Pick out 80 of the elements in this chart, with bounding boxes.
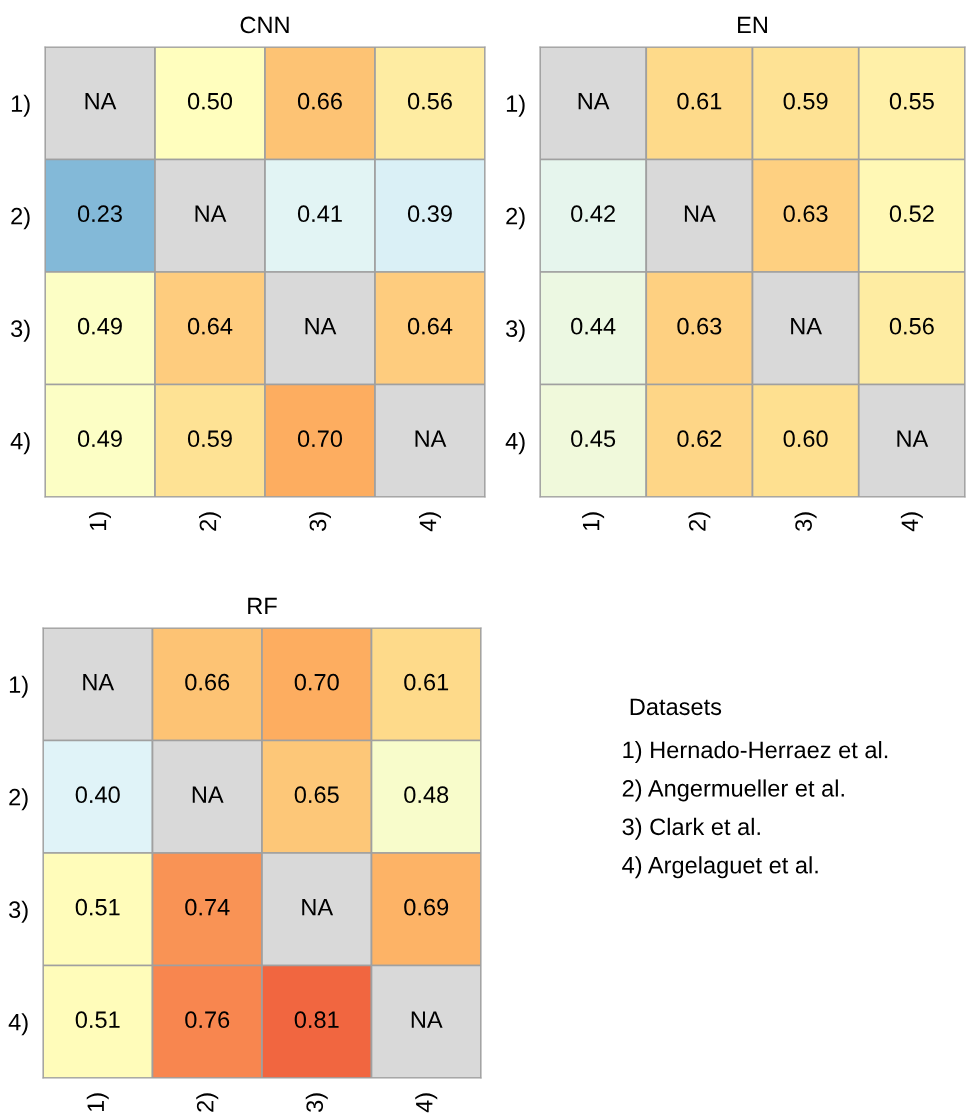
data-label: 0.41 [297, 205, 342, 223]
y-tick-label: 2) [506, 207, 525, 230]
data-label: 0.64 [187, 317, 233, 335]
data-label: 0.66 [297, 92, 342, 110]
text: 1) Hernado-Herraez et al. [623, 740, 888, 763]
text: NA [411, 1011, 443, 1028]
data-label: 0.63 [783, 205, 828, 223]
x-tick-label: 2) [196, 1093, 219, 1112]
data-label: 0.42 [571, 205, 615, 223]
data-label: 0.40 [75, 786, 120, 804]
text: NA [83, 674, 115, 691]
y-tick-label: 3) [9, 900, 28, 923]
text: NA [302, 899, 334, 916]
data-label: 0.49 [77, 317, 122, 335]
data-label: 0.45 [571, 430, 616, 448]
data-label: 0.63 [677, 317, 722, 335]
chart-title: EN [738, 16, 767, 34]
data-label: 0.61 [404, 673, 449, 691]
data-label: 0.74 [185, 898, 230, 916]
text: NA [791, 318, 822, 335]
x-tick-label: 4) [415, 1093, 438, 1113]
data-label: 0.76 [185, 1011, 230, 1029]
data-label: 0.61 [677, 92, 722, 110]
text: NA [305, 318, 337, 335]
y-tick-label: 4) [8, 1013, 28, 1036]
data-label: 0.55 [889, 92, 934, 110]
x-tick-label: 3) [794, 512, 817, 531]
x-tick-label: 3) [305, 1093, 328, 1112]
data-label: 0.23 [77, 205, 122, 223]
data-label: 0.51 [75, 1011, 120, 1029]
data-label: 0.81 [294, 1011, 339, 1029]
text: NA [578, 93, 610, 110]
data-label: 0.49 [77, 430, 122, 448]
text: NA [192, 786, 224, 803]
data-label: 0.44 [571, 317, 616, 335]
data-label: 0.66 [185, 673, 230, 691]
text: NA [684, 205, 716, 222]
data-label: 0.56 [889, 317, 934, 335]
y-tick-label: 3) [506, 319, 525, 342]
text: 3) Clark et al. [622, 817, 760, 840]
y-tick-label: 2) [11, 207, 30, 230]
x-tick-label: 2) [199, 512, 221, 531]
chart-title: CNN [240, 16, 289, 34]
x-tick-label: 1) [582, 512, 605, 531]
y-tick-label: 4) [10, 432, 30, 455]
text: NA [85, 93, 117, 110]
x-tick-label: 2) [688, 512, 711, 531]
data-label: 0.69 [404, 898, 449, 916]
data-label: 0.59 [187, 430, 232, 448]
text: NA [897, 430, 929, 447]
x-tick-label: 1) [86, 1093, 109, 1112]
y-tick-label: 4) [505, 432, 525, 455]
x-tick-label: 1) [89, 512, 111, 531]
y-tick-label: 2) [9, 788, 28, 811]
data-label: 0.50 [187, 92, 233, 110]
text: Datasets [630, 698, 722, 716]
text: NA [415, 430, 447, 447]
data-label: 0.56 [407, 92, 452, 110]
data-label: 0.48 [404, 786, 449, 804]
data-label: 0.64 [407, 317, 453, 335]
y-tick-label: 1) [506, 94, 525, 117]
text: NA [195, 205, 227, 222]
x-tick-label: 4) [418, 512, 441, 532]
data-label: 0.70 [294, 673, 339, 691]
y-tick-label: 3) [11, 319, 30, 342]
data-label: 0.51 [75, 898, 120, 916]
y-tick-label: 1) [9, 675, 28, 698]
data-label: 0.62 [677, 430, 722, 448]
data-label: 0.59 [783, 92, 828, 110]
chart-title: RF [248, 597, 277, 615]
data-label: 0.52 [889, 205, 934, 223]
y-tick-label: 1) [11, 94, 30, 117]
text: 2) Angermueller et al. [622, 779, 844, 802]
data-label: 0.65 [294, 786, 339, 804]
data-label: 0.39 [407, 205, 452, 223]
x-tick-label: 4) [900, 512, 923, 532]
data-label: 0.70 [297, 430, 343, 448]
text: 4) Argelaguet et al. [622, 856, 818, 879]
data-label: 0.60 [783, 430, 828, 448]
x-tick-label: 3) [308, 512, 331, 531]
